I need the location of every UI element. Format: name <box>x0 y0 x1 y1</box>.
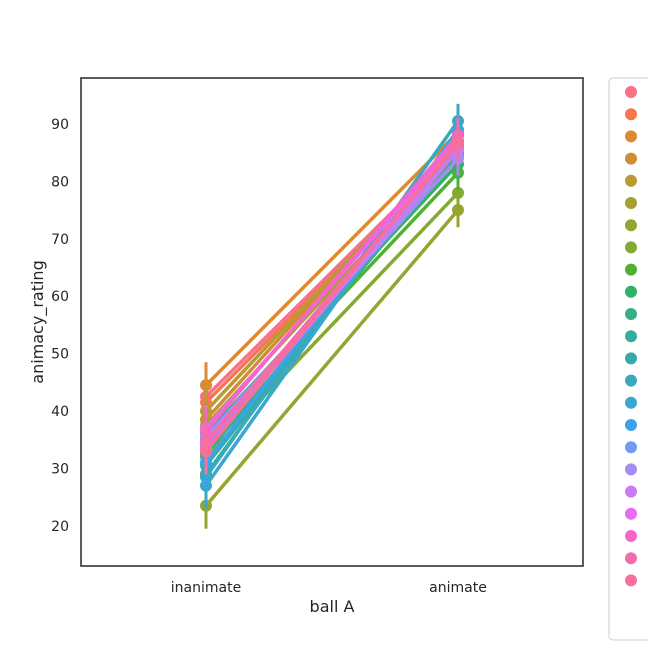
data-point <box>200 445 212 458</box>
series-7 <box>200 192 464 529</box>
y-tick-label: 20 <box>51 519 69 535</box>
legend-marker <box>625 285 637 298</box>
series-line <box>204 130 460 387</box>
legend-marker <box>625 396 637 409</box>
y-tick-label: 60 <box>51 289 69 305</box>
data-point <box>452 186 464 199</box>
series-15 <box>200 112 464 509</box>
series-line <box>204 208 460 508</box>
x-tick-label: animate <box>429 580 487 596</box>
legend-marker <box>625 485 637 498</box>
y-axis-title: animacy_rating <box>28 260 48 383</box>
legend-marker <box>625 219 637 232</box>
legend-marker <box>625 352 637 365</box>
legend-marker <box>625 108 637 121</box>
legend-marker <box>625 263 637 276</box>
legend-marker <box>625 507 637 520</box>
y-tick-label: 50 <box>51 347 69 363</box>
series-line <box>204 139 460 453</box>
x-axis-title: ball A <box>310 597 355 616</box>
legend-marker <box>625 241 637 254</box>
legend-marker <box>625 552 637 565</box>
legend-marker <box>625 463 637 476</box>
legend-marker <box>625 174 637 187</box>
legend <box>608 77 648 641</box>
data-point <box>200 379 212 392</box>
series-line <box>204 133 460 433</box>
plot-frame <box>80 77 584 567</box>
legend-marker <box>625 574 637 587</box>
y-tick-label: 70 <box>51 232 69 248</box>
series-23 <box>200 123 464 475</box>
x-tick-label: inanimate <box>171 580 241 596</box>
y-tick-label: 80 <box>51 174 69 190</box>
series-8 <box>200 175 464 480</box>
legend-marker <box>625 308 637 320</box>
legend-marker <box>625 441 637 454</box>
legend-marker <box>625 152 637 165</box>
legend-marker <box>625 130 637 143</box>
series-layer <box>200 103 464 529</box>
ticks-layer: 20 30 40 50 60 70 80 90 inanimate animate <box>51 117 487 596</box>
legend-marker <box>625 330 637 343</box>
y-tick-label: 30 <box>51 461 69 477</box>
data-point <box>452 135 464 148</box>
y-tick-label: 40 <box>51 404 69 420</box>
legend-marker <box>625 197 637 209</box>
y-tick-label: 90 <box>51 117 69 133</box>
legend-marker <box>625 86 637 98</box>
legend-marker <box>625 530 637 542</box>
legend-marker <box>625 374 637 387</box>
legend-marker <box>625 419 637 431</box>
legend-items <box>625 86 637 587</box>
